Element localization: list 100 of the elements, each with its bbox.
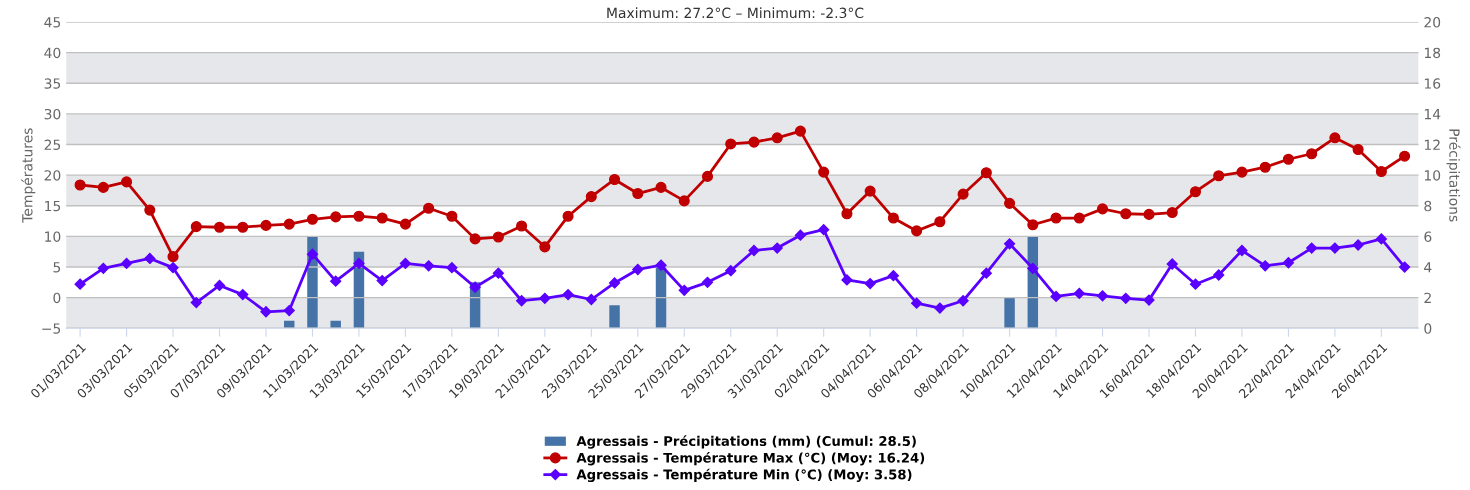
point — [632, 187, 644, 200]
point — [306, 213, 319, 225]
point — [1399, 261, 1411, 273]
point — [492, 231, 504, 243]
point — [1166, 206, 1178, 219]
point — [1143, 208, 1155, 220]
point — [539, 292, 551, 304]
point — [725, 265, 737, 277]
point — [1375, 233, 1387, 245]
point — [190, 221, 202, 233]
point — [818, 224, 830, 236]
point — [237, 221, 249, 233]
point — [632, 263, 644, 276]
point — [1282, 257, 1295, 269]
point — [1236, 244, 1248, 257]
point — [1073, 212, 1085, 224]
point — [1073, 287, 1085, 299]
y2-tick-label: 20 — [1424, 17, 1441, 28]
y2-tick-label: 6 — [1424, 231, 1432, 242]
legend-label: Agressais - Précipitations (mm) (Cumul: 28.5) — [576, 435, 916, 449]
point — [980, 267, 992, 279]
y2-tick-label: 8 — [1424, 200, 1432, 212]
y-tick-label: 25 — [44, 139, 61, 151]
point — [1120, 208, 1132, 220]
point — [887, 212, 899, 224]
point — [911, 225, 923, 237]
point — [283, 304, 295, 317]
point — [1259, 260, 1271, 272]
point — [283, 218, 295, 230]
point — [1096, 203, 1109, 215]
point — [887, 270, 899, 282]
point — [376, 274, 388, 287]
y2-axis-title: Précipitations — [1446, 129, 1461, 222]
point — [423, 260, 435, 272]
point — [655, 259, 667, 271]
point — [1189, 186, 1202, 198]
point — [539, 241, 551, 253]
point — [771, 242, 783, 254]
point — [1236, 166, 1248, 178]
point — [1096, 290, 1109, 302]
point — [957, 188, 969, 200]
point — [1003, 238, 1016, 250]
bar — [609, 305, 620, 329]
point — [97, 181, 109, 193]
chart-title: Maximum: 27.2°C – Minimum: -2.3°C — [607, 7, 864, 19]
point — [1143, 294, 1155, 306]
point — [1352, 143, 1364, 156]
point — [399, 257, 412, 269]
point — [515, 295, 528, 307]
point — [864, 277, 876, 290]
point — [1329, 242, 1341, 254]
point — [167, 251, 179, 263]
point — [771, 132, 783, 144]
y-tick-label: 45 — [44, 17, 61, 28]
point — [608, 173, 621, 186]
y2-tick-label: 0 — [1424, 323, 1432, 334]
point — [864, 185, 876, 197]
point — [818, 166, 830, 178]
y-tick-label: 10 — [45, 231, 61, 242]
point — [1259, 161, 1271, 173]
point — [585, 191, 597, 203]
point — [1399, 150, 1411, 162]
point — [562, 210, 574, 222]
point — [748, 244, 760, 257]
point — [725, 138, 737, 150]
point — [1282, 153, 1294, 165]
point — [585, 293, 597, 306]
y2-tick-label: 12 — [1424, 139, 1440, 150]
point — [213, 221, 226, 233]
point — [841, 208, 853, 220]
point — [469, 233, 481, 245]
y2-tick-label: 14 — [1424, 109, 1441, 120]
point — [678, 284, 690, 296]
point — [399, 218, 411, 230]
point — [306, 248, 319, 260]
point — [74, 179, 86, 191]
point — [353, 210, 365, 222]
point — [121, 176, 133, 188]
point — [1306, 242, 1318, 254]
point — [1352, 239, 1364, 251]
y-tick-label: 5 — [53, 262, 61, 273]
point — [423, 202, 435, 214]
point — [213, 279, 226, 292]
point — [260, 219, 272, 231]
point — [701, 170, 714, 182]
point — [1050, 290, 1062, 303]
bar — [1004, 297, 1015, 329]
point — [957, 295, 969, 307]
point — [97, 262, 109, 274]
point — [1213, 269, 1225, 281]
point — [562, 289, 574, 301]
point — [1004, 197, 1016, 209]
point — [980, 167, 992, 179]
point — [1027, 262, 1039, 274]
point — [748, 136, 760, 148]
point — [1027, 219, 1039, 231]
point — [841, 274, 853, 286]
point — [1166, 258, 1178, 270]
point — [794, 125, 806, 137]
point — [446, 262, 458, 274]
